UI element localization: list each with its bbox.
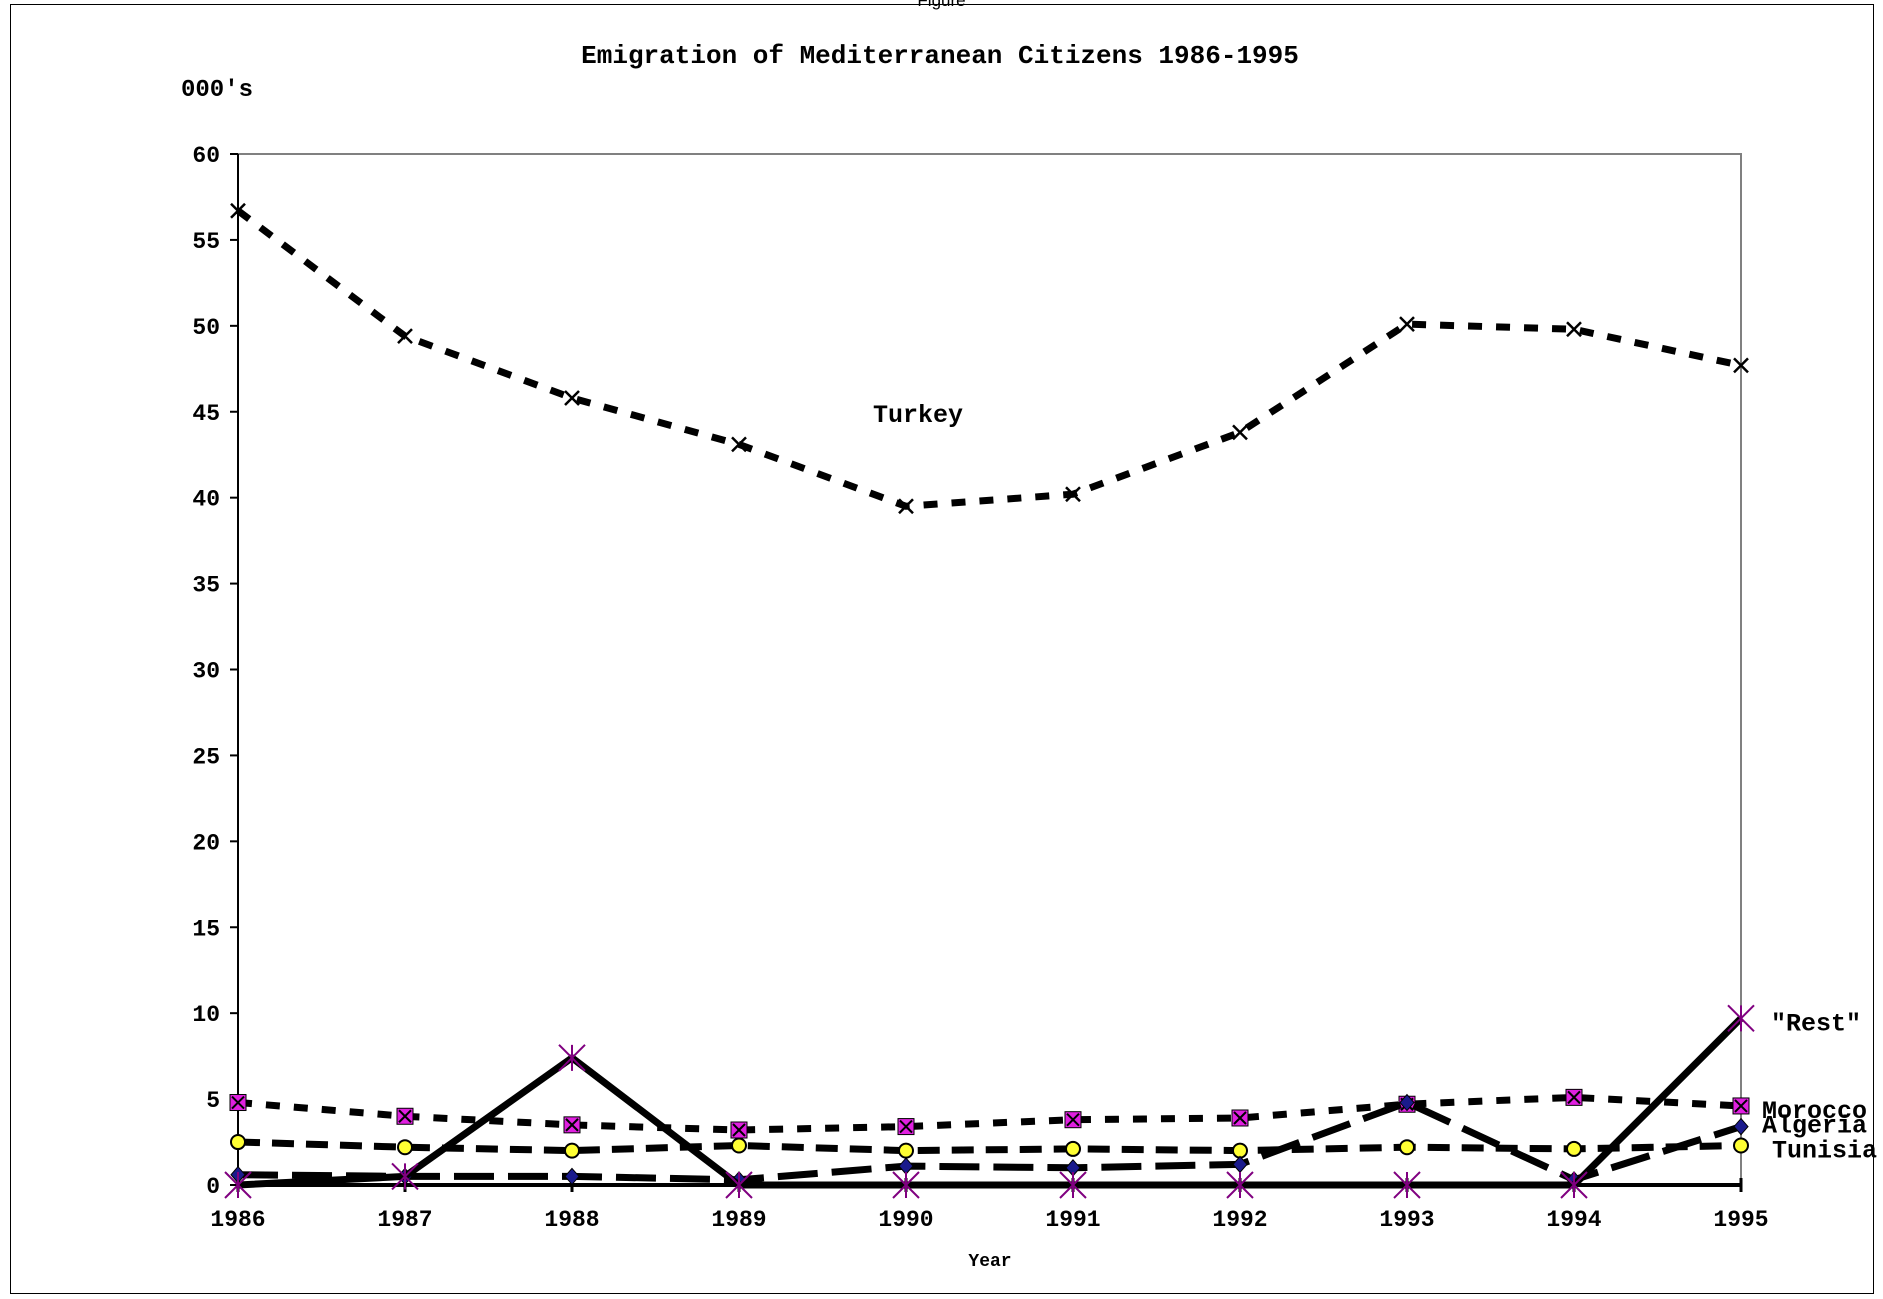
x-tick-label: 1993 bbox=[1379, 1207, 1434, 1233]
series-label-rest: "Rest" bbox=[1771, 1009, 1861, 1038]
data-point-tunisia bbox=[397, 1139, 413, 1156]
y-tick-label: 60 bbox=[192, 143, 220, 169]
data-point-algeria bbox=[1733, 1117, 1749, 1136]
x-tick-label: 1991 bbox=[1045, 1207, 1100, 1233]
data-point-rest bbox=[1393, 1171, 1421, 1199]
data-point-algeria bbox=[1399, 1093, 1415, 1112]
y-tick-label: 55 bbox=[192, 229, 220, 255]
data-point-algeria bbox=[898, 1157, 914, 1175]
data-point-rest bbox=[1560, 1171, 1588, 1199]
series-turkey bbox=[230, 202, 1749, 515]
x-tick-label: 1986 bbox=[210, 1207, 265, 1233]
x-tick-label: 1995 bbox=[1713, 1207, 1768, 1233]
series-label-algeria: Algeria bbox=[1762, 1112, 1867, 1141]
x-tick-label: 1992 bbox=[1212, 1207, 1267, 1233]
data-point-morocco bbox=[1565, 1088, 1583, 1106]
data-point-tunisia bbox=[230, 1134, 246, 1151]
data-point-turkey bbox=[1065, 486, 1081, 503]
data-point-rest bbox=[391, 1162, 419, 1191]
data-point-turkey bbox=[230, 202, 246, 219]
annotation-turkey: Turkey bbox=[873, 401, 963, 430]
data-point-algeria bbox=[564, 1167, 580, 1186]
y-tick-label: 0 bbox=[206, 1174, 220, 1200]
series-line-morocco bbox=[237, 1093, 1742, 1134]
series-morocco bbox=[229, 1088, 1750, 1139]
data-point-turkey bbox=[1232, 424, 1248, 441]
chart-frame bbox=[10, 4, 1874, 1294]
data-point-tunisia bbox=[1733, 1137, 1749, 1154]
series-line-turkey bbox=[235, 207, 1742, 510]
y-tick-label: 40 bbox=[192, 487, 220, 513]
y-axis-unit: 000's bbox=[181, 77, 253, 104]
chart-title: Emigration of Mediterranean Citizens 198… bbox=[581, 41, 1299, 71]
y-tick-label: 20 bbox=[192, 830, 220, 856]
data-point-morocco bbox=[730, 1121, 748, 1139]
series-line-tunisia bbox=[237, 1138, 1742, 1155]
series-tunisia bbox=[230, 1134, 1749, 1159]
data-point-morocco bbox=[897, 1118, 915, 1136]
x-tick-label: 1990 bbox=[878, 1207, 933, 1233]
data-point-rest bbox=[892, 1171, 920, 1199]
y-tick-label: 5 bbox=[206, 1088, 220, 1114]
data-point-morocco bbox=[1064, 1111, 1082, 1129]
y-tick-label: 25 bbox=[192, 744, 220, 770]
data-point-tunisia bbox=[1232, 1142, 1248, 1159]
data-point-turkey bbox=[397, 328, 413, 345]
data-point-morocco bbox=[1231, 1109, 1249, 1127]
series-label-tunisia: Tunisia bbox=[1772, 1136, 1877, 1165]
data-point-rest bbox=[558, 1044, 586, 1072]
data-point-morocco bbox=[563, 1116, 581, 1134]
y-tick-label: 35 bbox=[192, 573, 220, 599]
data-point-rest bbox=[1727, 1004, 1755, 1033]
y-tick-label: 50 bbox=[192, 315, 220, 341]
data-point-tunisia bbox=[731, 1137, 747, 1154]
data-point-algeria bbox=[1232, 1155, 1248, 1174]
data-point-turkey bbox=[1399, 316, 1415, 332]
series-rest bbox=[224, 1004, 1755, 1199]
data-point-turkey bbox=[1733, 357, 1749, 374]
x-axis-title: Year bbox=[968, 1252, 1011, 1272]
x-tick-label: 1994 bbox=[1546, 1207, 1601, 1233]
y-tick-label: 15 bbox=[192, 916, 220, 942]
series-line-rest bbox=[237, 1015, 1744, 1189]
series-label-morocco: Morocco bbox=[1762, 1097, 1867, 1126]
series-line-algeria bbox=[237, 1099, 1743, 1184]
data-point-tunisia bbox=[1566, 1140, 1582, 1157]
data-point-turkey bbox=[564, 390, 580, 406]
data-point-rest bbox=[224, 1171, 252, 1199]
data-point-tunisia bbox=[898, 1142, 914, 1159]
data-point-tunisia bbox=[564, 1142, 580, 1159]
data-point-rest bbox=[1226, 1171, 1254, 1199]
y-tick-label: 10 bbox=[192, 1002, 220, 1028]
data-point-tunisia bbox=[1065, 1140, 1081, 1157]
data-point-rest bbox=[1059, 1171, 1087, 1199]
y-tick-label: 30 bbox=[192, 659, 220, 685]
data-point-morocco bbox=[1732, 1097, 1750, 1115]
plot-area bbox=[237, 153, 1742, 1186]
data-point-turkey bbox=[898, 498, 914, 515]
data-point-turkey bbox=[1566, 321, 1582, 338]
data-point-rest bbox=[725, 1171, 753, 1199]
y-tick-label: 45 bbox=[192, 401, 220, 427]
data-point-tunisia bbox=[1399, 1139, 1415, 1156]
data-point-morocco bbox=[229, 1094, 247, 1112]
data-point-morocco bbox=[396, 1107, 414, 1125]
x-tick-label: 1988 bbox=[544, 1207, 599, 1233]
data-point-turkey bbox=[731, 436, 747, 453]
figure-top-label: Figure bbox=[917, 0, 966, 10]
x-tick-label: 1989 bbox=[711, 1207, 766, 1233]
x-tick-label: 1987 bbox=[377, 1207, 432, 1233]
